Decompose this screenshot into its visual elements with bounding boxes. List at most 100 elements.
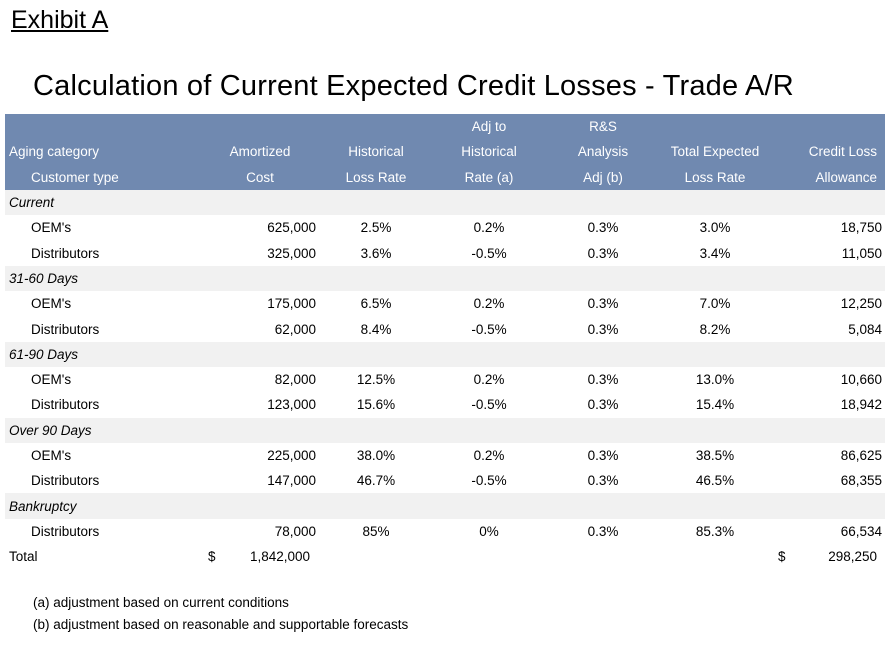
historical-loss-rate: 15.6% [356, 397, 396, 413]
adj-historical-rate: 0.2% [473, 448, 505, 463]
historical-loss-rate: 46.7% [356, 473, 396, 489]
customer-type: Distributors [31, 523, 100, 539]
credit-loss-table: Adj to R&S Aging category Amortized Historic… [5, 114, 885, 569]
amortized-cost: 62,000 [274, 321, 316, 337]
adj-historical-rate: 0.2% [473, 220, 505, 236]
page-title: Calculation of Current Expected Credit L… [33, 70, 794, 102]
customer-type: Distributors [31, 397, 100, 413]
amortized-cost: 175,000 [267, 296, 316, 312]
header-col5: Analysis [546, 139, 660, 165]
total-expected-loss-rate: 15.4% [695, 397, 735, 413]
total-row: Total $1,842,000 $298,250 [5, 544, 885, 569]
category-row: 31-60 Days [5, 265, 885, 292]
header-row: Customer type Cost Loss Rate Rate (a) Adj (b… [5, 164, 885, 190]
amortized-cost: 325,000 [267, 245, 316, 261]
category-row: Current [5, 189, 885, 216]
amortized-cost: 82,000 [274, 372, 316, 388]
category-label: Bankruptcy [5, 493, 200, 519]
total-expected-loss-rate: 13.0% [695, 372, 735, 388]
historical-loss-rate: 3.6% [360, 245, 392, 261]
category-row: Over 90 Days [5, 417, 885, 443]
rs-analysis-adj: 0.3% [587, 220, 619, 236]
table-row: Distributors 325,000 3.6% -0.5% 0.3% 3.4… [5, 240, 885, 265]
category-label: 61-90 Days [5, 341, 200, 367]
adj-historical-rate: 0% [479, 523, 499, 539]
header-col3: Loss Rate [320, 164, 432, 190]
credit-loss-allowance: 12,250 [840, 296, 882, 312]
category-row: 61-90 Days [5, 341, 885, 367]
credit-loss-allowance: 10,660 [840, 372, 882, 388]
adj-historical-rate: -0.5% [471, 321, 507, 337]
adj-historical-rate: -0.5% [471, 397, 507, 413]
category-label: Over 90 Days [5, 417, 200, 443]
amortized-cost: 147,000 [267, 473, 316, 489]
header-col4: Rate (a) [432, 164, 546, 190]
total-expected-loss-rate: 7.0% [699, 296, 731, 312]
customer-type: OEM's [31, 220, 72, 236]
total-expected-loss-rate: 46.5% [695, 473, 735, 489]
credit-loss-allowance: 5,084 [848, 321, 882, 337]
footnote-a: (a) adjustment based on current conditio… [33, 595, 289, 610]
header-col5: Adj (b) [546, 164, 660, 190]
table-row: Distributors 147,000 46.7% -0.5% 0.3% 46… [5, 468, 885, 493]
amortized-cost: 78,000 [274, 523, 316, 539]
rs-analysis-adj: 0.3% [587, 321, 619, 337]
table-row: OEM's 175,000 6.5% 0.2% 0.3% 7.0% 12,250 [5, 291, 885, 316]
total-label: Total [9, 549, 38, 565]
historical-loss-rate: 38.0% [356, 448, 396, 463]
total-allowance: 298,250 [828, 549, 877, 565]
header-col1: Customer type [5, 164, 200, 190]
table-row: OEM's 225,000 38.0% 0.2% 0.3% 38.5% 86,6… [5, 443, 885, 468]
rs-analysis-adj: 0.3% [587, 397, 619, 413]
rs-analysis-adj: 0.3% [587, 448, 619, 463]
header-col7: Credit Loss [770, 139, 885, 165]
table-row: Distributors 78,000 85% 0% 0.3% 85.3% 66… [5, 519, 885, 544]
historical-loss-rate: 12.5% [356, 372, 396, 388]
customer-type: OEM's [31, 296, 72, 312]
header-col3: Historical [320, 139, 432, 165]
currency-symbol: $ [778, 549, 786, 565]
header-col4: Adj to [432, 114, 546, 140]
adj-historical-rate: 0.2% [473, 372, 505, 388]
header-col5: R&S [546, 114, 660, 140]
total-cost: 1,842,000 [249, 549, 310, 565]
adj-historical-rate: -0.5% [471, 473, 507, 489]
table-row: Distributors 123,000 15.6% -0.5% 0.3% 15… [5, 392, 885, 417]
header-col6: Total Expected [660, 139, 770, 165]
rs-analysis-adj: 0.3% [587, 296, 619, 312]
header-row: Adj to R&S [5, 114, 885, 140]
credit-loss-allowance: 18,942 [840, 397, 882, 413]
rs-analysis-adj: 0.3% [587, 473, 619, 489]
amortized-cost: 225,000 [267, 448, 316, 463]
header-col2: Cost [200, 164, 320, 190]
header-col4: Historical [432, 139, 546, 165]
historical-loss-rate: 6.5% [360, 296, 392, 312]
footnote-b: (b) adjustment based on reasonable and s… [33, 617, 409, 632]
credit-loss-allowance: 11,050 [841, 245, 882, 261]
header-col2 [200, 114, 320, 140]
header-col2: Amortized [200, 139, 320, 165]
category-label: 31-60 Days [5, 265, 200, 292]
table-row: OEM's 82,000 12.5% 0.2% 0.3% 13.0% 10,66… [5, 367, 885, 392]
historical-loss-rate: 8.4% [360, 321, 392, 337]
historical-loss-rate: 2.5% [360, 220, 392, 236]
total-expected-loss-rate: 3.0% [699, 220, 731, 236]
customer-type: Distributors [31, 473, 100, 489]
currency-symbol: $ [208, 549, 216, 565]
rs-analysis-adj: 0.3% [587, 245, 619, 261]
amortized-cost: 123,000 [267, 397, 316, 413]
header-col6 [660, 114, 770, 140]
total-expected-loss-rate: 8.2% [699, 321, 731, 337]
category-label: Current [5, 189, 200, 216]
amortized-cost: 625,000 [267, 220, 316, 236]
header-col7: Allowance [770, 164, 885, 190]
total-expected-loss-rate: 3.4% [699, 245, 731, 261]
credit-loss-allowance: 18,750 [840, 220, 882, 236]
header-col1 [5, 114, 200, 140]
total-expected-loss-rate: 38.5% [695, 448, 735, 463]
total-expected-loss-rate: 85.3% [695, 523, 735, 539]
table-row: Distributors 62,000 8.4% -0.5% 0.3% 8.2%… [5, 316, 885, 341]
header-row: Aging category Amortized Historical Histori… [5, 139, 885, 165]
header-col1: Aging category [5, 139, 200, 165]
rs-analysis-adj: 0.3% [587, 523, 619, 539]
